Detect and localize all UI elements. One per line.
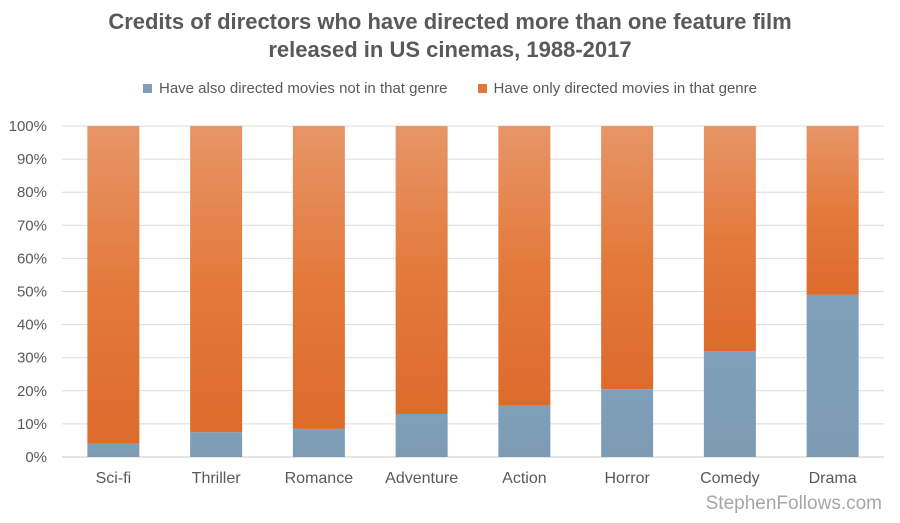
chart-title-line-1: Credits of directors who have directed m… [108, 9, 792, 34]
bar-segment-only-directed [190, 126, 243, 433]
chart-title: Credits of directors who have directed m… [0, 8, 900, 64]
x-tick-label: Comedy [700, 470, 760, 487]
y-tick-label: 80% [17, 184, 47, 201]
bar-segment-also-directed [703, 351, 756, 457]
y-tick-label: 100% [9, 118, 47, 135]
y-tick-label: 50% [17, 284, 47, 301]
y-tick-label: 20% [17, 383, 47, 400]
bar-segment-also-directed [190, 432, 243, 457]
legend-swatch-also-directed [143, 84, 152, 93]
x-tick-label: Sci-fi [96, 470, 132, 487]
bar-segment-also-directed [498, 405, 551, 457]
bar-segment-only-directed [292, 126, 345, 429]
y-tick-label: 40% [17, 317, 47, 334]
legend-swatch-only-directed [477, 84, 487, 93]
bar-segment-also-directed [601, 389, 654, 457]
x-tick-label: Thriller [192, 470, 242, 487]
chart-legend: Have also directed movies not in that ge… [0, 80, 900, 97]
bar-segment-only-directed [601, 126, 654, 390]
legend-label-only-directed: Have only directed movies in that genre [493, 80, 757, 97]
bar-segment-also-directed [87, 443, 140, 457]
x-tick-label: Romance [285, 470, 354, 487]
bar-segment-only-directed [806, 126, 859, 295]
bar-segment-also-directed [292, 428, 345, 457]
legend-item-only-directed: Have only directed movies in that genre [477, 80, 757, 97]
bar-segment-only-directed [395, 126, 448, 414]
bar-segment-also-directed [806, 294, 859, 457]
y-tick-label: 0% [25, 449, 47, 466]
bar-segment-only-directed [498, 126, 551, 406]
y-tick-label: 10% [17, 416, 47, 433]
x-tick-label: Drama [809, 470, 857, 487]
x-tick-label: Adventure [385, 470, 458, 487]
y-tick-label: 30% [17, 350, 47, 367]
chart-title-line-2: released in US cinemas, 1988-2017 [268, 37, 632, 62]
x-tick-label: Action [502, 470, 546, 487]
watermark: StephenFollows.com [705, 493, 882, 514]
legend-item-also-directed: Have also directed movies not in that ge… [143, 80, 448, 97]
x-tick-label: Horror [604, 470, 650, 487]
legend-label-also-directed: Have also directed movies not in that ge… [159, 80, 448, 97]
y-tick-label: 70% [17, 217, 47, 234]
y-tick-label: 60% [17, 250, 47, 267]
bar-segment-also-directed [395, 413, 448, 457]
y-tick-label: 90% [17, 151, 47, 168]
bar-segment-only-directed [87, 126, 140, 444]
bar-segment-only-directed [703, 126, 756, 352]
